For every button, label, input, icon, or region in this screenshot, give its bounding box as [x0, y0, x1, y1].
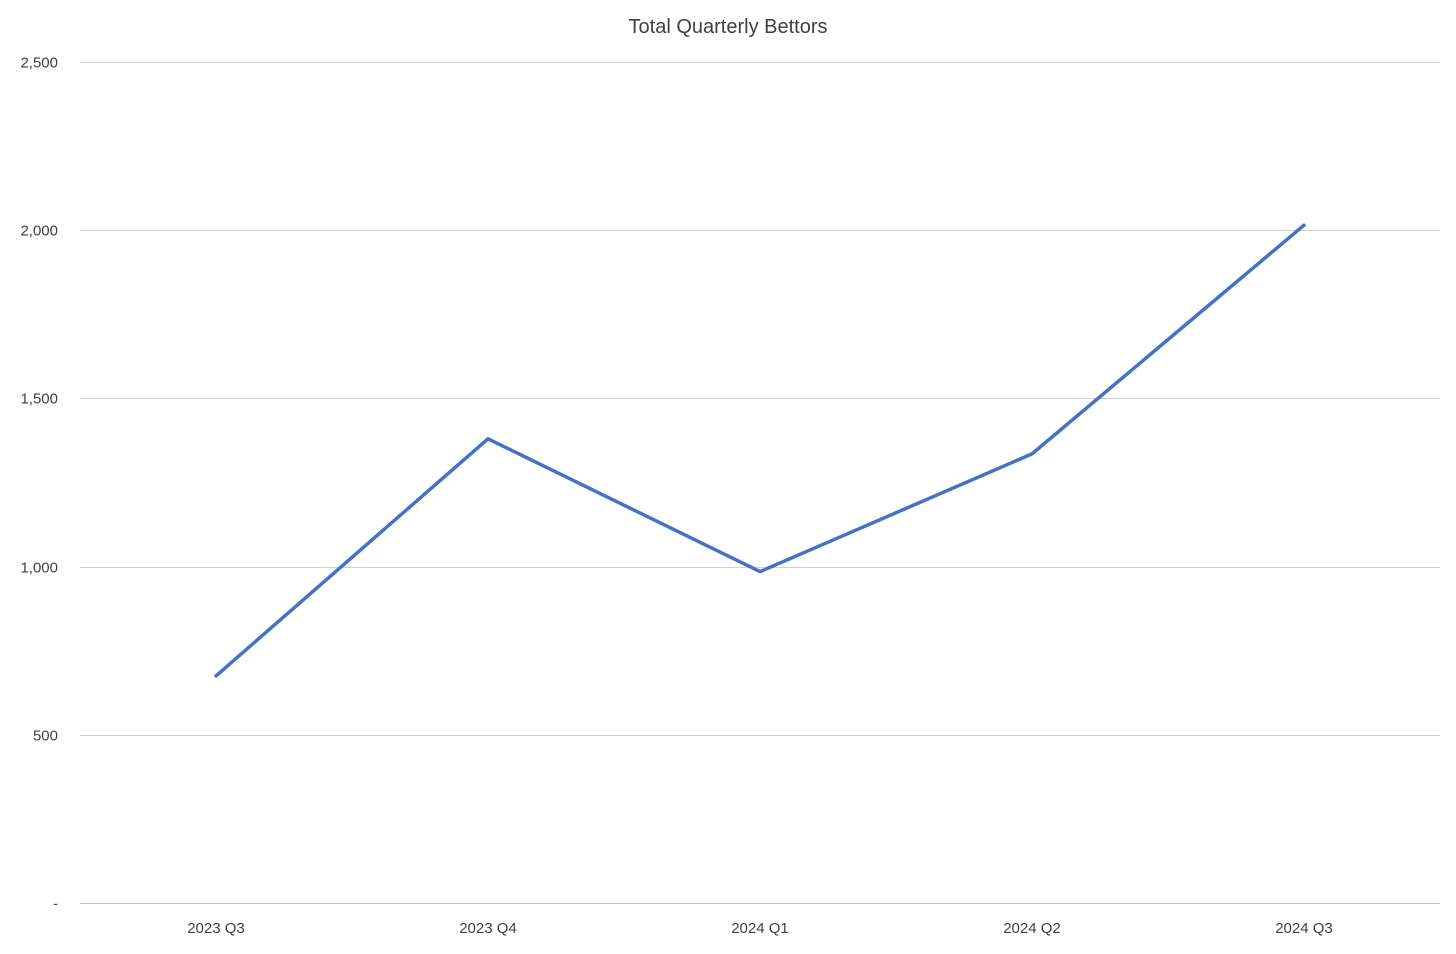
x-tick-label: 2023 Q4	[459, 920, 517, 937]
x-tick-label: 2024 Q3	[1275, 920, 1333, 937]
y-tick-label: 500	[33, 728, 58, 745]
y-tick-label: 2,500	[20, 55, 58, 72]
y-axis-tick-labels: - 500 1,000 1,500 2,000 2,500	[20, 55, 58, 913]
gridlines	[80, 62, 1440, 904]
y-tick-label: -	[53, 896, 58, 913]
x-tick-label: 2024 Q1	[731, 920, 789, 937]
data-point	[214, 674, 218, 678]
series-layer	[214, 223, 1306, 678]
series-line	[214, 223, 1306, 678]
data-point	[1030, 452, 1034, 456]
data-point	[1302, 223, 1306, 227]
data-point	[486, 437, 490, 441]
x-tick-label: 2024 Q2	[1003, 920, 1061, 937]
y-tick-label: 2,000	[20, 223, 58, 240]
x-axis-tick-labels: 2023 Q3 2023 Q4 2024 Q1 2024 Q2 2024 Q3	[187, 920, 1333, 937]
data-point	[758, 570, 762, 574]
y-tick-label: 1,500	[20, 391, 58, 408]
chart-title: Total Quarterly Bettors	[629, 16, 828, 38]
y-tick-label: 1,000	[20, 560, 58, 577]
x-tick-label: 2023 Q3	[187, 920, 245, 937]
